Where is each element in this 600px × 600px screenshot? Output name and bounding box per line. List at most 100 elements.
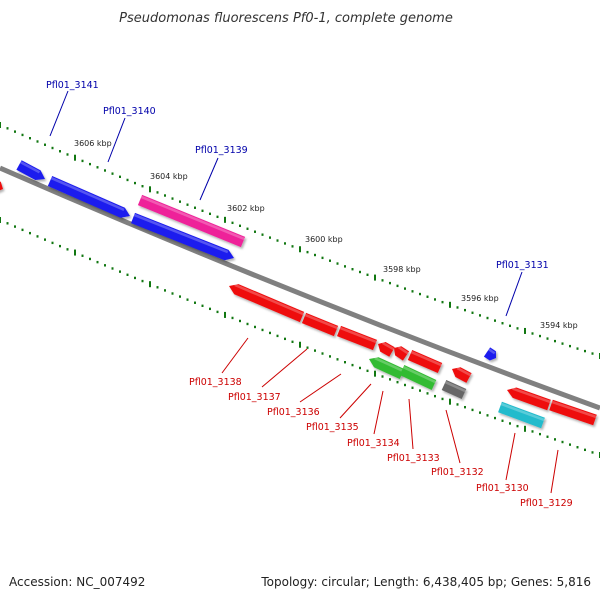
scale-tick <box>449 398 451 405</box>
gene-arrow[interactable] <box>549 399 597 426</box>
scale-tick <box>591 352 594 355</box>
scale-tick <box>554 438 556 441</box>
scale-tick <box>516 424 519 428</box>
scale-tick <box>21 228 24 232</box>
leader-line <box>445 409 461 464</box>
scale-tick <box>494 319 496 322</box>
leader-line <box>550 449 559 494</box>
gene-arrow[interactable] <box>498 401 545 429</box>
scale-tick <box>29 137 31 140</box>
gene-arrow-highlight <box>512 387 551 404</box>
scale-tick <box>66 153 69 156</box>
scale-tick <box>434 298 436 301</box>
scale-tick <box>366 369 369 373</box>
scale-tick <box>471 408 474 412</box>
gene-arrow[interactable] <box>483 347 496 361</box>
scale-label: 3594 kbp <box>540 321 578 330</box>
scale-tick <box>344 265 346 268</box>
gene-arrow-highlight <box>381 341 395 351</box>
scale-tick <box>486 316 489 320</box>
gene-arrow[interactable] <box>229 284 305 323</box>
scale-tick <box>524 425 526 432</box>
gene-arrow[interactable] <box>407 350 443 373</box>
scale-tick <box>201 209 204 212</box>
scale-tick <box>524 327 526 334</box>
scale-tick <box>479 411 481 414</box>
scale-tick <box>74 249 76 256</box>
scale-tick <box>539 334 541 338</box>
scale-tick <box>486 414 489 417</box>
scale-tick <box>6 127 9 130</box>
scale-tick <box>89 162 91 166</box>
scale-tick <box>96 260 99 264</box>
scale-tick <box>501 322 504 325</box>
scale-tick <box>254 325 256 329</box>
scale-tick <box>396 284 399 288</box>
scale-tick <box>509 324 511 328</box>
lower-scale-ticks <box>0 217 600 458</box>
scale-tick <box>0 217 1 223</box>
leader-line <box>221 337 249 374</box>
scale-tick <box>591 451 594 454</box>
gene-arrow-highlight <box>19 161 41 174</box>
scale-tick <box>66 248 69 251</box>
scale-tick <box>164 289 166 292</box>
gene-label: Pfl01_3131 <box>496 260 549 271</box>
scale-tick <box>539 432 541 436</box>
leader-line <box>261 348 308 388</box>
scale-tick <box>419 389 421 392</box>
scale-tick <box>134 276 136 280</box>
gene-arrow[interactable] <box>16 160 45 180</box>
scale-tick <box>261 328 264 332</box>
gene-arrow-highlight <box>488 348 496 355</box>
gene-arrow[interactable] <box>394 346 410 361</box>
scale-tick <box>284 242 286 245</box>
gene-label: Pfl01_3136 <box>267 407 320 418</box>
scale-tick <box>396 380 399 384</box>
leader-line <box>408 398 414 450</box>
scale-tick <box>351 363 354 367</box>
scale-label: 3604 kbp <box>150 172 188 181</box>
scale-tick <box>36 235 39 238</box>
scale-tick <box>291 245 294 248</box>
gene-arrow[interactable] <box>452 367 472 383</box>
gene-arrow-highlight <box>500 402 545 422</box>
scale-tick <box>224 311 226 318</box>
scale-label: 3600 kbp <box>305 235 343 244</box>
scale-tick <box>569 344 571 348</box>
scale-tick <box>216 215 219 219</box>
scale-tick <box>209 307 211 311</box>
gene-arrow[interactable] <box>131 212 234 261</box>
scale-tick <box>374 274 376 281</box>
genome-backbone <box>0 165 600 411</box>
scale-tick <box>0 122 1 128</box>
gene-arrow[interactable] <box>441 380 467 399</box>
gene-label: Pfl01_3141 <box>46 80 99 91</box>
scale-tick <box>6 222 9 225</box>
gene-arrow[interactable] <box>301 312 339 337</box>
gene-arrow[interactable] <box>399 365 437 390</box>
scale-tick <box>306 346 309 349</box>
gene-arrow[interactable] <box>337 325 377 351</box>
gene-arrow[interactable] <box>137 194 246 248</box>
gene-arrow[interactable] <box>369 357 405 379</box>
gene-arrow-highlight <box>304 313 338 330</box>
gene-arrow[interactable] <box>507 387 551 411</box>
scale-tick <box>239 224 241 227</box>
scale-tick <box>276 239 279 242</box>
gene-arrow[interactable] <box>378 342 395 357</box>
scale-tick <box>21 133 24 137</box>
gene-arrow-highlight <box>397 345 409 355</box>
scale-tick <box>471 311 474 314</box>
gene-arrow[interactable] <box>47 176 130 218</box>
gene-arrow-highlight <box>133 213 229 254</box>
scale-tick <box>426 295 429 298</box>
scale-tick <box>141 185 144 188</box>
scale-tick <box>404 287 406 290</box>
scale-tick <box>186 203 189 206</box>
scale-tick <box>51 241 54 245</box>
scale-tick <box>321 256 324 260</box>
scale-tick <box>201 304 204 307</box>
scale-tick <box>389 281 391 285</box>
gene-arrow[interactable] <box>0 178 3 192</box>
